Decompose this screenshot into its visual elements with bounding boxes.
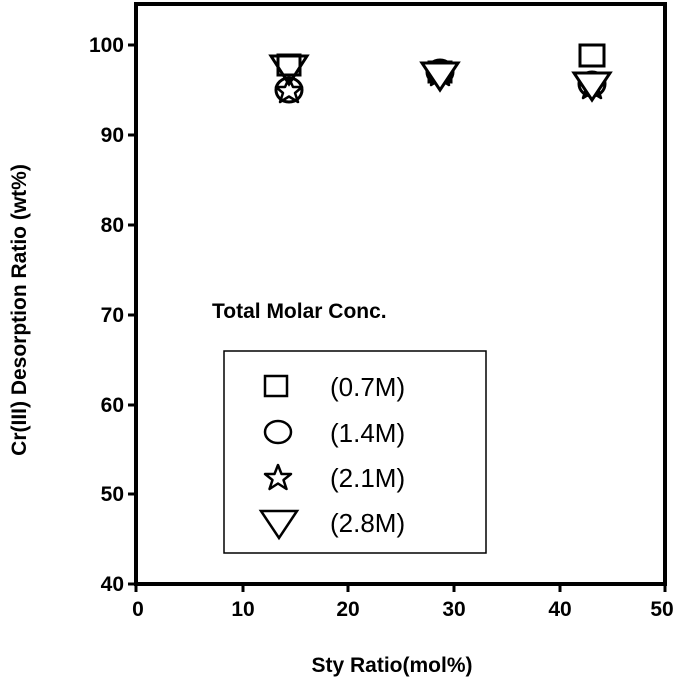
y-tick-labels: 100 90 80 70 60 50 40 (89, 34, 124, 596)
triangle-down-marker-icon (258, 509, 300, 541)
triangle-down-marker-icon (268, 54, 310, 87)
data-points (268, 43, 613, 104)
y-tick-label: 70 (101, 304, 124, 327)
point-group-x14 (268, 53, 310, 104)
x-axis (134, 584, 667, 592)
x-tick-labels: 0 10 20 30 40 50 (132, 598, 674, 621)
x-tick-label: 30 (442, 598, 465, 621)
square-marker-icon (263, 374, 289, 398)
x-tick-label: 50 (650, 598, 673, 621)
y-tick-label: 40 (101, 573, 124, 596)
y-tick-label: 60 (101, 394, 124, 417)
y-tick-label: 90 (101, 124, 124, 147)
y-tick-label: 100 (89, 34, 124, 57)
y-axis-title: Cr(III) Desorption Ratio (wt%) (8, 164, 31, 456)
legend-label: (2.8M) (330, 508, 405, 538)
y-tick-label: 50 (101, 483, 124, 506)
triangle-down-marker-icon (571, 71, 613, 103)
legend: (0.7M) (1.4M) (2.1M) (2.8M) (223, 350, 487, 554)
x-tick-label: 10 (231, 598, 254, 621)
legend-label: (0.7M) (330, 372, 405, 402)
legend-label: (1.4M) (330, 418, 405, 448)
triangle-down-marker-icon (419, 61, 461, 93)
y-tick-label: 80 (101, 214, 124, 237)
point-group-x43 (571, 43, 613, 103)
x-tick-label: 20 (336, 598, 359, 621)
star-marker-icon (274, 76, 304, 104)
x-tick-label: 40 (548, 598, 571, 621)
x-axis-title: Sty Ratio(mol%) (311, 654, 472, 677)
legend-title-annotation: Total Molar Conc. (212, 300, 387, 323)
square-marker-icon (578, 43, 606, 68)
x-tick-label: 0 (132, 598, 144, 621)
circle-marker-icon (263, 419, 293, 445)
star-marker-icon (263, 463, 293, 491)
legend-label: (2.1M) (330, 463, 405, 493)
point-group-x28 (419, 58, 461, 93)
